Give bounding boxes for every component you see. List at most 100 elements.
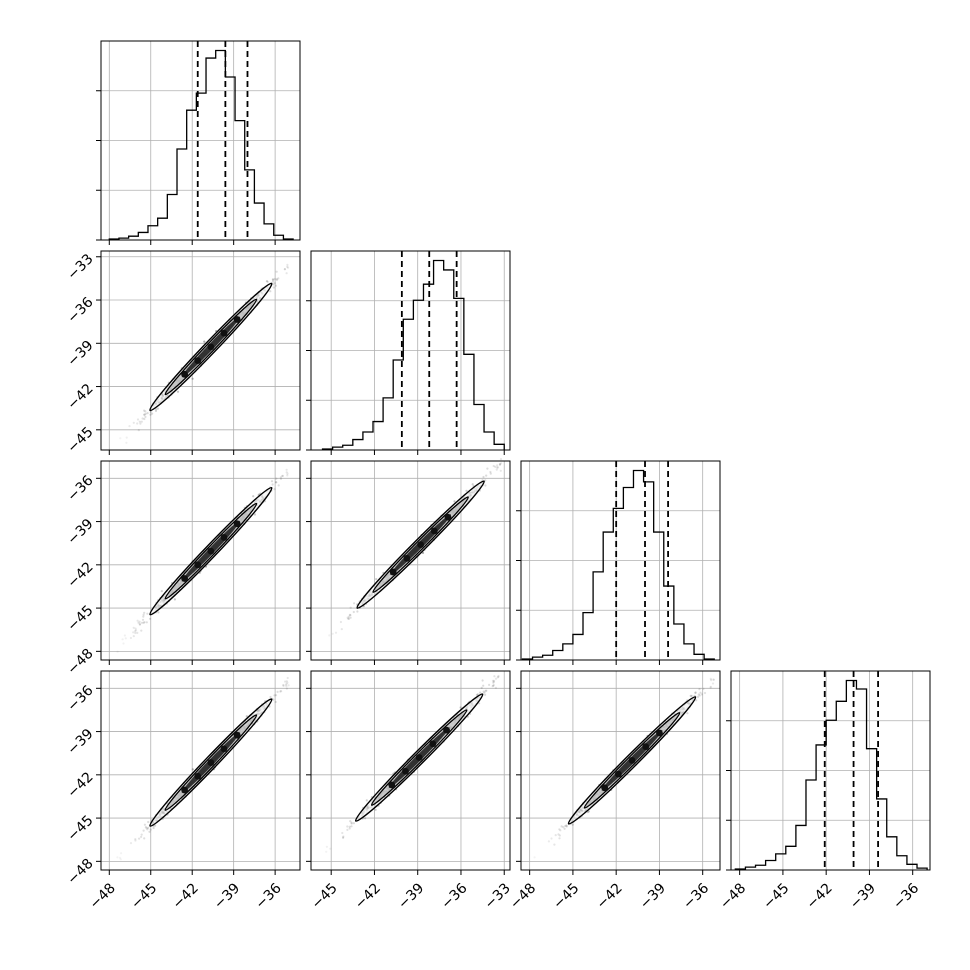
scatter-point [550, 837, 553, 840]
scatter-point [124, 637, 127, 640]
scatter-point [325, 845, 328, 848]
y-tick-label: −42 [64, 559, 96, 591]
scatter-point [286, 265, 289, 268]
density-blob [181, 370, 189, 378]
scatter-point [275, 481, 278, 484]
scatter-point [493, 679, 496, 683]
scatter-point [280, 690, 283, 693]
x-tick-label: −42 [352, 880, 384, 912]
histogram-panel-1 [306, 250, 511, 451]
scatter-point [696, 695, 700, 699]
density-blob [194, 772, 202, 780]
scatter-point [125, 441, 128, 444]
x-tick-label: −42 [170, 880, 202, 912]
scatter-point [375, 578, 378, 581]
scatter-point [709, 686, 712, 689]
scatter-point [697, 693, 700, 696]
scatter-point [155, 408, 158, 411]
scatter-point [489, 472, 492, 475]
scatter-point [365, 799, 368, 802]
x-tick-label: −48 [717, 880, 749, 912]
scatter-point [533, 856, 536, 859]
scatter-point [497, 674, 500, 678]
scatter-point [476, 693, 479, 696]
scatter-point [144, 412, 147, 415]
scatter-point [565, 825, 568, 828]
y-tick-label: −36 [64, 683, 96, 715]
scatter-point [494, 677, 498, 680]
scatter-point [116, 650, 119, 653]
density-blob [601, 784, 609, 792]
scatter-point [496, 676, 499, 679]
scatter-point [340, 628, 343, 631]
scatter-point [342, 836, 345, 839]
scatter-point [147, 826, 150, 830]
scatter-point [116, 856, 119, 859]
scatter-point [134, 839, 137, 842]
scatter-point [132, 421, 135, 424]
scatter-point [154, 824, 157, 827]
scatter-point [328, 634, 331, 637]
density-blob [444, 513, 452, 521]
scatter-point [134, 629, 138, 632]
scatter-panel-3-2 [520, 670, 721, 871]
density-blob [443, 726, 450, 734]
scatter-point [686, 712, 689, 715]
scatter-point [142, 615, 145, 618]
scatter-point [140, 621, 143, 624]
density-blob [417, 541, 424, 549]
x-tick-label: −45 [128, 880, 160, 912]
scatter-point [558, 828, 561, 831]
scatter-point [356, 610, 359, 613]
scatter-point [132, 631, 135, 634]
scatter-point [482, 690, 485, 693]
scatter-point [269, 695, 272, 699]
scatter-point [134, 631, 137, 635]
scatter-point [147, 820, 150, 824]
density-blob [207, 547, 215, 555]
scatter-point [141, 618, 145, 621]
histogram-panel-0 [96, 40, 301, 241]
scatter-point [349, 820, 352, 823]
scatter-point [482, 684, 485, 687]
scatter-point [712, 678, 716, 681]
scatter-point [253, 513, 257, 516]
scatter-point [325, 850, 328, 853]
density-blob [402, 767, 409, 775]
x-tick-label: −33 [482, 880, 514, 912]
scatter-point [120, 852, 123, 855]
histogram-step-line [734, 679, 928, 870]
scatter-point [563, 827, 566, 830]
panel-frame [310, 460, 511, 661]
scatter-panel-1-0 [100, 250, 301, 451]
scatter-point [329, 847, 332, 850]
scatter-point [558, 834, 561, 837]
scatter-point [480, 686, 483, 690]
scatter-point [191, 768, 194, 771]
scatter-point [286, 263, 289, 266]
scatter-point [471, 483, 474, 486]
scatter-point [698, 688, 701, 691]
density-blob [233, 316, 241, 323]
scatter-point [134, 838, 137, 841]
scatter-point [690, 694, 693, 698]
x-tick-label: −36 [438, 880, 470, 912]
scatter-point [148, 830, 151, 833]
density-blob [628, 757, 636, 764]
scatter-point [491, 685, 494, 688]
scatter-point [347, 617, 350, 620]
scatter-point [485, 474, 488, 477]
y-tick-label: −48 [64, 646, 96, 678]
scatter-point [142, 621, 145, 625]
scatter-point [122, 642, 125, 645]
y-tick-label: −36 [64, 473, 96, 505]
scatter-point [142, 829, 145, 832]
scatter-point [272, 286, 275, 289]
scatter-point [245, 715, 248, 718]
scatter-point [553, 843, 556, 846]
scatter-point [484, 479, 487, 482]
scatter-point [346, 825, 349, 828]
scatter-point [281, 474, 284, 477]
scatter-point [203, 340, 206, 343]
scatter-point [146, 612, 149, 615]
